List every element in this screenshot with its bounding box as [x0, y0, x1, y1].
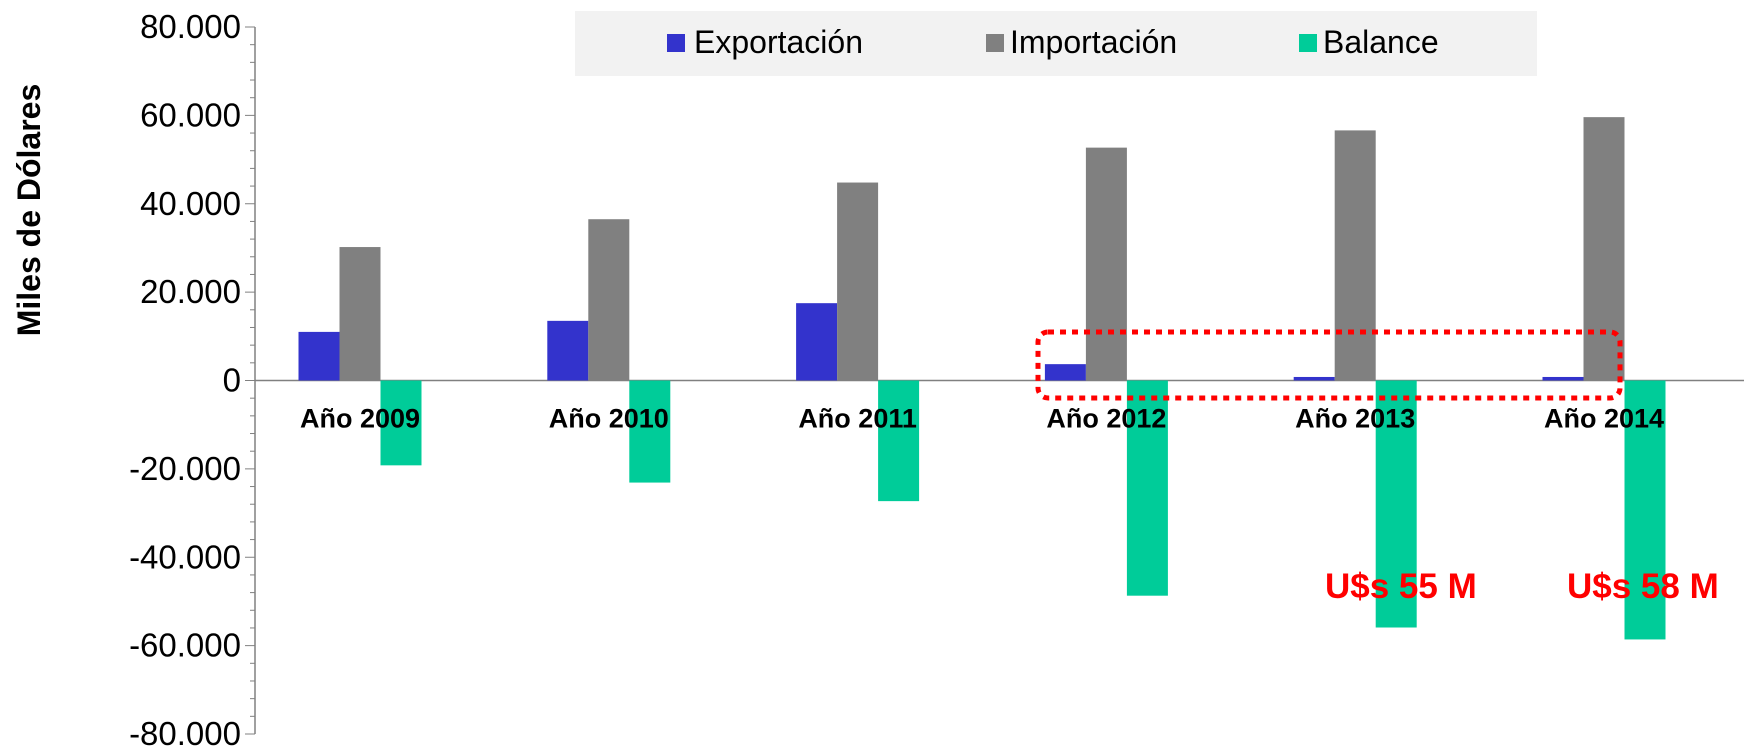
bar-importaci-n [1334, 130, 1376, 381]
y-tick-label: 0 [223, 362, 241, 399]
bar-importaci-n [588, 219, 630, 381]
bar-importaci-n [1583, 117, 1625, 381]
bar-exportaci-n [298, 331, 340, 381]
x-category-label: Año 2011 [798, 404, 917, 434]
axes: 80.000 60.000 40.000 20.000 0 -20.000 -40.000 -… [129, 8, 1744, 746]
bar-exportaci-n [1293, 376, 1335, 381]
y-tick-label: -40.000 [129, 538, 241, 575]
y-tick-label: -20.000 [129, 450, 241, 487]
x-category-label: Año 2014 [1544, 404, 1664, 434]
annotation-2014: U$s 58 M [1567, 567, 1719, 606]
bar-balance [1126, 380, 1168, 596]
y-tick-label: 80.000 [140, 8, 241, 45]
bar-exportaci-n [547, 320, 589, 381]
legend-label-balance: Balance [1323, 24, 1439, 60]
bar-balance [1624, 380, 1666, 640]
y-axis-title: Miles de Dólares [11, 84, 47, 337]
legend-swatch-exportacion [667, 34, 685, 52]
bar-exportaci-n [1542, 376, 1584, 381]
x-category-label: Año 2010 [549, 404, 669, 434]
bar-importaci-n [1085, 147, 1127, 381]
y-tick-label: -80.000 [129, 715, 241, 746]
x-category-label: Año 2013 [1295, 404, 1415, 434]
bars [298, 117, 1666, 640]
bar-importaci-n [837, 182, 879, 381]
bar-exportaci-n [796, 303, 838, 381]
bar-exportaci-n [1044, 364, 1086, 381]
x-category-label: Año 2012 [1046, 404, 1166, 434]
legend-background [575, 11, 1537, 76]
bar-balance [380, 380, 422, 466]
legend-label-importacion: Importación [1010, 24, 1177, 60]
annotation-2013: U$s 55 M [1325, 567, 1477, 606]
y-tick-label: 40.000 [140, 185, 241, 222]
bar-balance [878, 380, 920, 502]
legend: Exportación Importación Balance [575, 11, 1537, 76]
bar-importaci-n [339, 247, 381, 381]
x-category-label: Año 2009 [300, 404, 420, 434]
y-tick-label: 60.000 [140, 96, 241, 133]
y-tick-label: 20.000 [140, 273, 241, 310]
legend-label-exportacion: Exportación [694, 24, 863, 60]
category-labels: Año 2009 Año 2010 Año 2011 Año 2012 Año 2013… [300, 404, 1664, 434]
highlight-box [1035, 329, 1623, 401]
legend-swatch-balance [1299, 34, 1317, 52]
bar-balance [1375, 380, 1417, 628]
legend-swatch-importacion [986, 34, 1004, 52]
y-tick-label: -60.000 [129, 627, 241, 664]
bar-balance [629, 380, 671, 483]
